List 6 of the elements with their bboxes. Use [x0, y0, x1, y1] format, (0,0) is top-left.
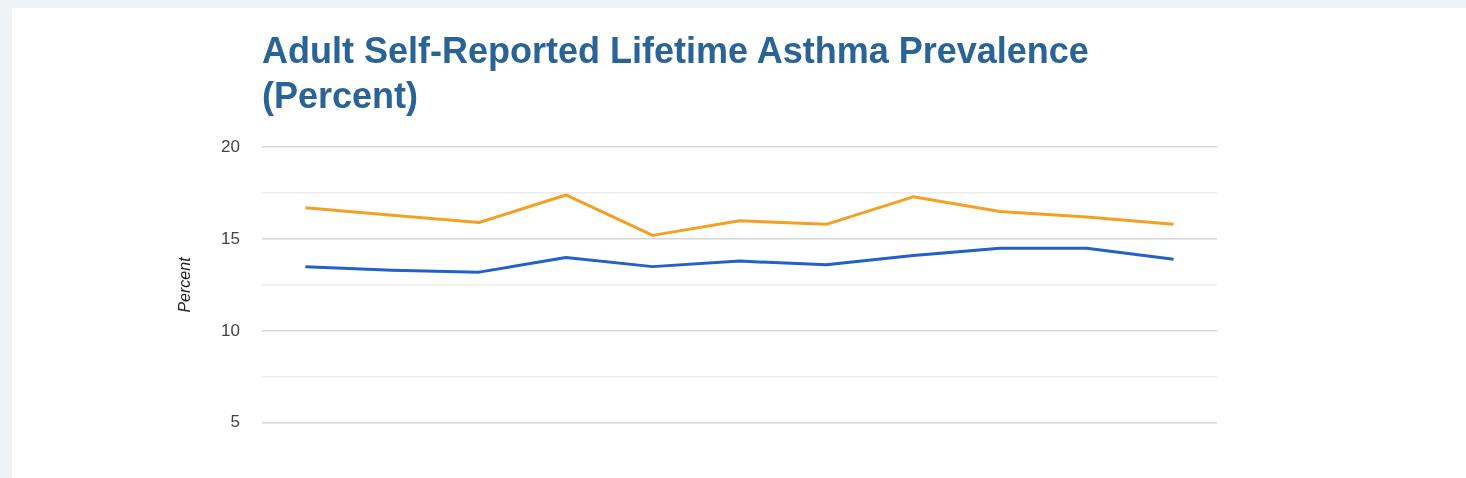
y-tick-label: 15: [221, 228, 240, 248]
y-tick-label: 5: [230, 412, 240, 432]
y-axis-title: Percent: [176, 256, 194, 313]
chart-title: Adult Self-Reported Lifetime Asthma Prevalence (Percent): [262, 29, 1090, 118]
y-tick-label: 20: [221, 136, 240, 156]
y-tick-label: 10: [221, 320, 240, 340]
